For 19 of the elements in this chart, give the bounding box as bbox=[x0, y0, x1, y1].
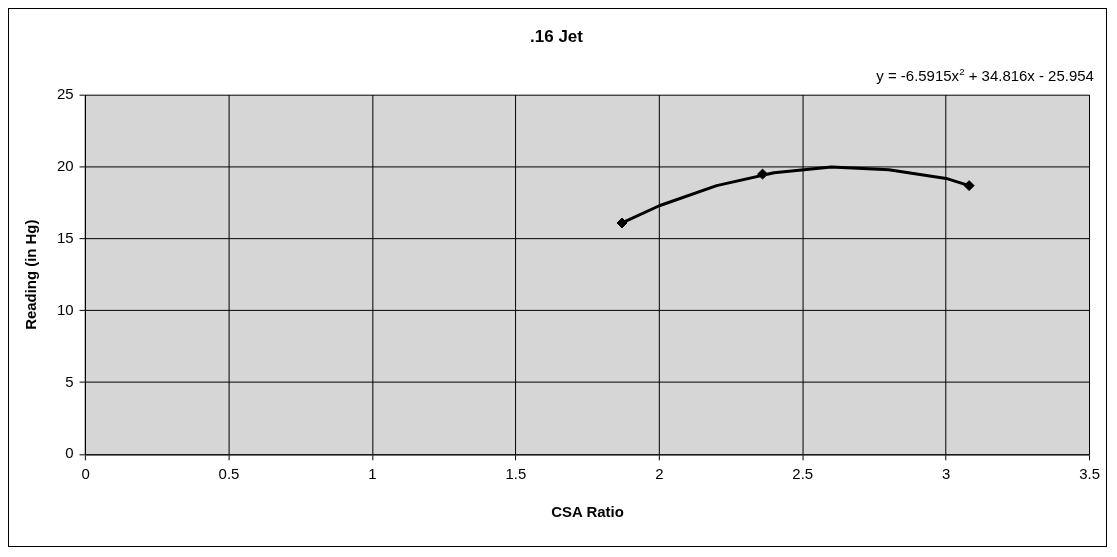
y-tick-label: 15 bbox=[56, 228, 74, 246]
chart-title: .16 Jet bbox=[530, 26, 584, 46]
point bbox=[616, 217, 628, 229]
y-tick-label: 10 bbox=[56, 300, 74, 318]
y-tick-label: 0 bbox=[65, 444, 74, 462]
x-tick-label: 2.5 bbox=[792, 465, 814, 483]
x-tick-label: 1.5 bbox=[505, 465, 527, 483]
y-axis-title: Reading (in Hg) bbox=[22, 219, 40, 330]
point bbox=[963, 180, 975, 192]
x-tick-label: 0.5 bbox=[218, 465, 240, 483]
y-tick-label: 5 bbox=[65, 372, 74, 390]
x-tick-label: 3 bbox=[942, 465, 951, 483]
y-tick-label: 25 bbox=[56, 85, 74, 103]
x-tick-label: 0 bbox=[81, 465, 90, 483]
y-tick-label: 20 bbox=[56, 157, 74, 175]
x-tick-label: 1 bbox=[368, 465, 377, 483]
x-tick-label: 3.5 bbox=[1079, 465, 1100, 483]
x-axis-title: CSA Ratio bbox=[551, 503, 624, 521]
x-tick-label: 2 bbox=[655, 465, 664, 483]
